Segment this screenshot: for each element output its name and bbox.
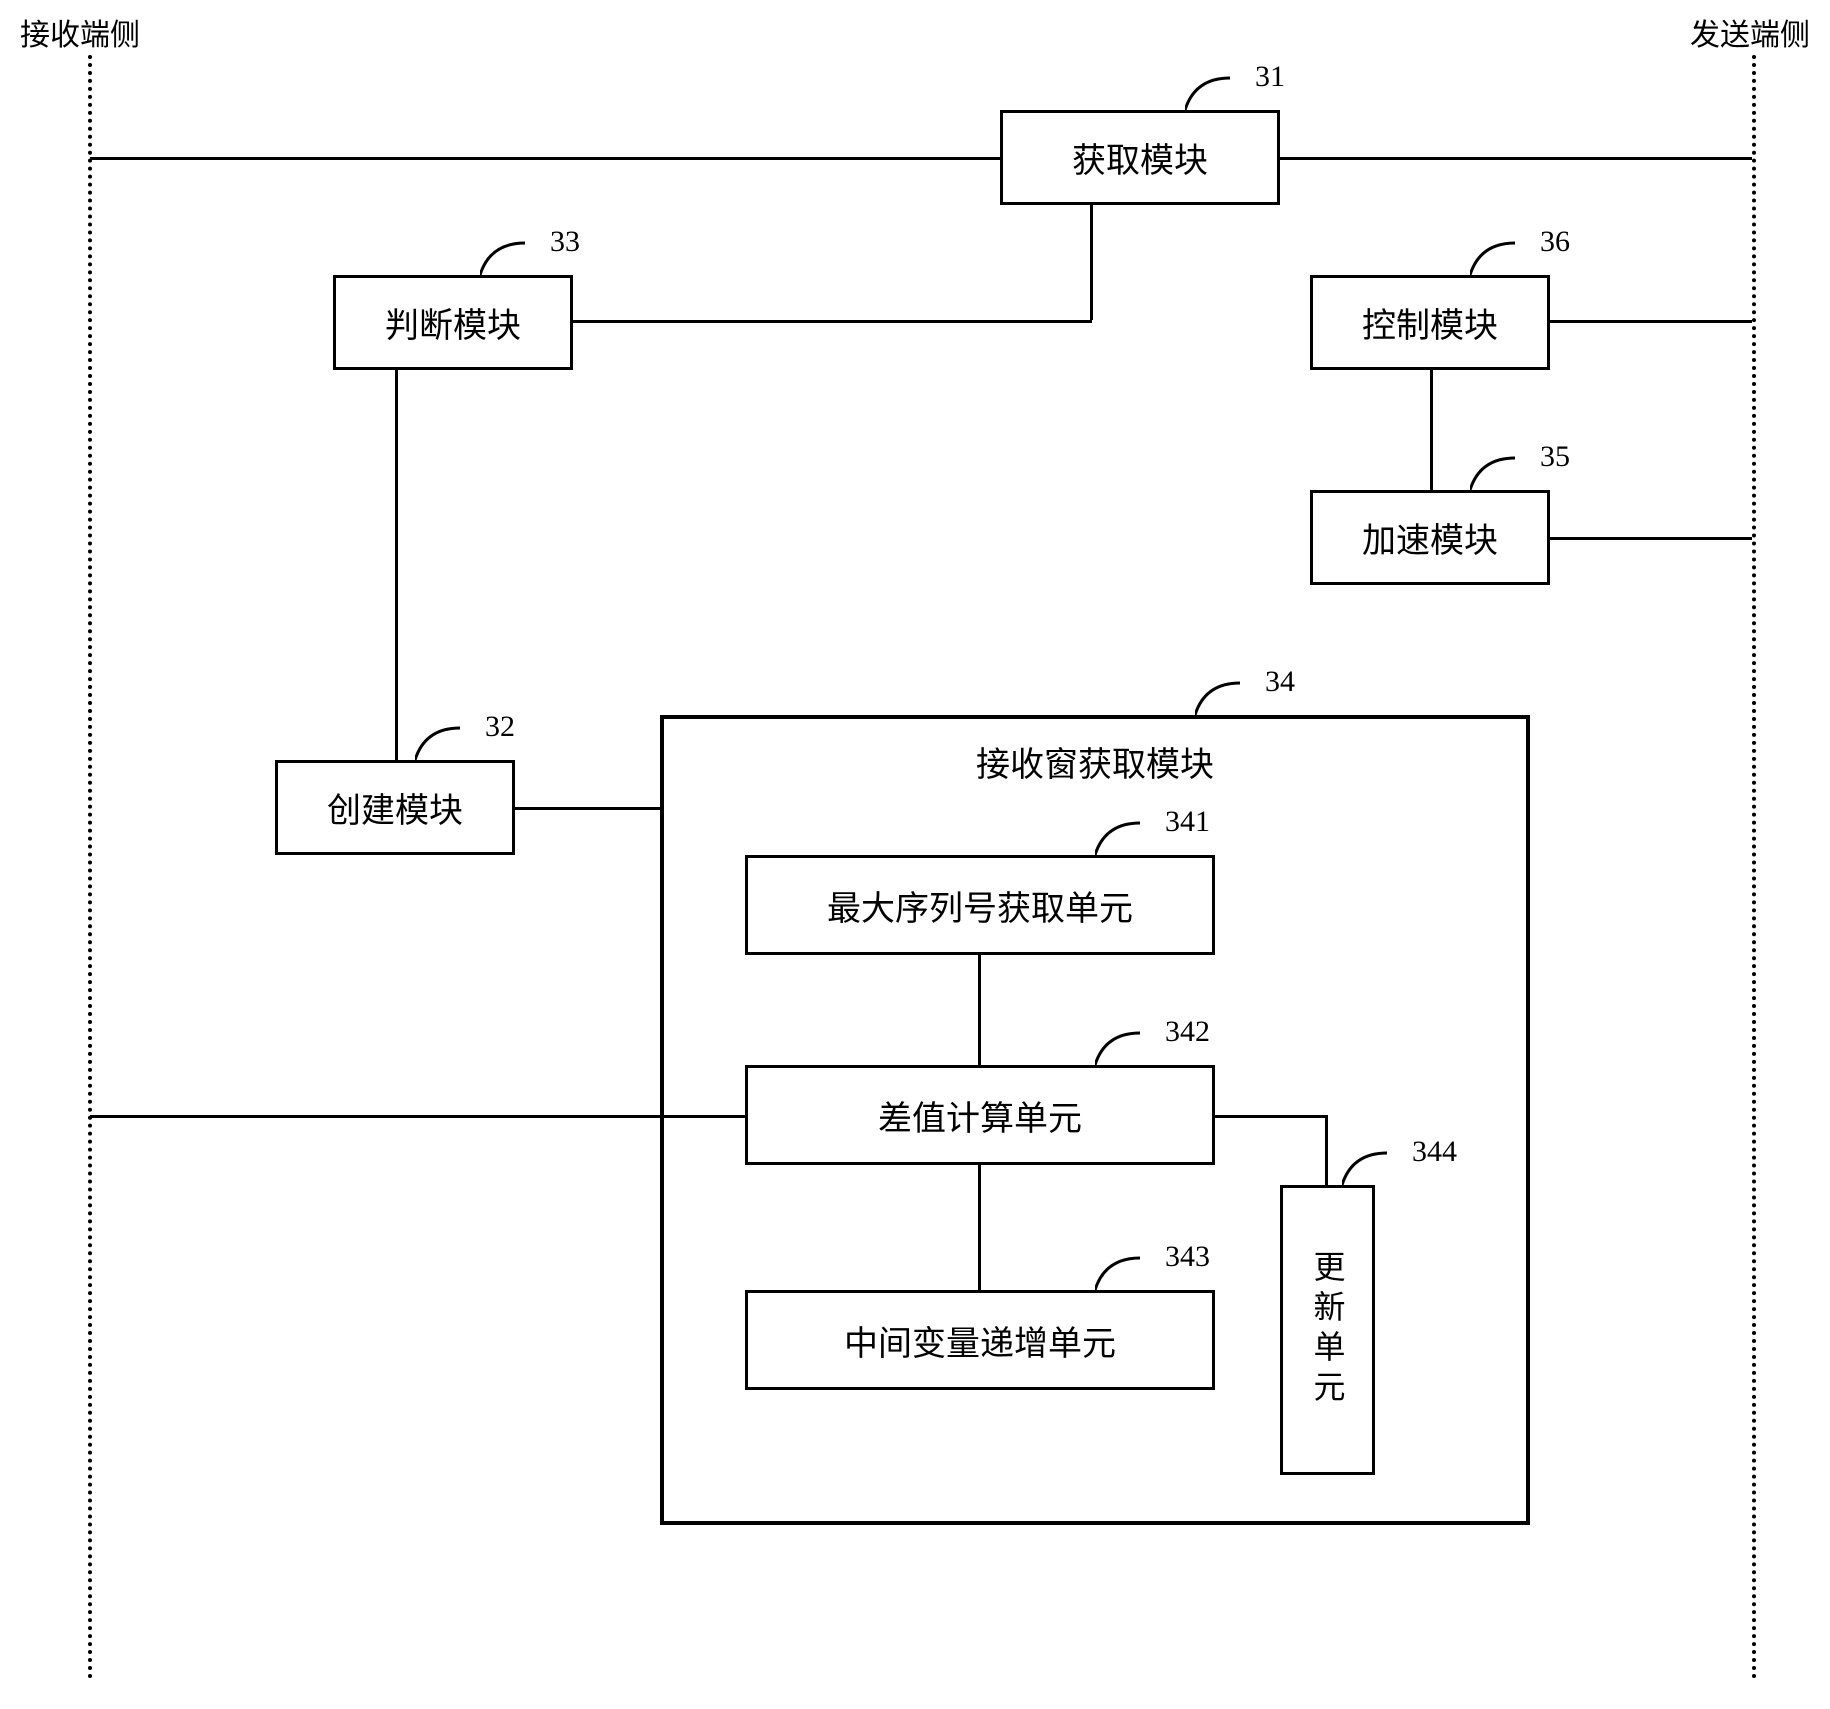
num-33: 33 <box>550 225 580 259</box>
box-35: 加速模块 <box>1310 490 1550 585</box>
box-342-text: 差值计算单元 <box>878 1091 1082 1140</box>
num-343: 343 <box>1165 1240 1210 1274</box>
line-36-right <box>1550 320 1752 323</box>
box-31: 获取模块 <box>1000 110 1280 205</box>
callout-36 <box>1470 228 1540 278</box>
box-32-text: 创建模块 <box>327 783 463 832</box>
left-side-label: 接收端侧 <box>20 10 140 54</box>
box-342: 差值计算单元 <box>745 1065 1215 1165</box>
num-35: 35 <box>1540 440 1570 474</box>
box-344: 更新单元 <box>1280 1185 1375 1475</box>
box-36-text: 控制模块 <box>1362 298 1498 347</box>
line-31-right <box>1280 157 1752 160</box>
box-36: 控制模块 <box>1310 275 1550 370</box>
num-344: 344 <box>1412 1135 1457 1169</box>
num-341: 341 <box>1165 805 1210 839</box>
line-35-right <box>1550 537 1752 540</box>
line-33-down <box>395 370 398 760</box>
box-34-title: 接收窗获取模块 <box>664 737 1526 786</box>
line-36-35 <box>1430 370 1433 490</box>
box-35-text: 加速模块 <box>1362 513 1498 562</box>
box-343: 中间变量递增单元 <box>745 1290 1215 1390</box>
line-342-344 <box>1215 1115 1325 1118</box>
line-31-down <box>1090 205 1093 320</box>
callout-33 <box>480 228 550 278</box>
callout-344 <box>1342 1138 1412 1188</box>
num-36: 36 <box>1540 225 1570 259</box>
line-341-342 <box>978 955 981 1065</box>
callout-34 <box>1195 668 1265 718</box>
callout-342 <box>1095 1018 1165 1068</box>
box-33-text: 判断模块 <box>385 298 521 347</box>
callout-35 <box>1470 443 1540 493</box>
num-342: 342 <box>1165 1015 1210 1049</box>
line-342-343 <box>978 1165 981 1290</box>
num-31: 31 <box>1255 60 1285 94</box>
callout-343 <box>1095 1243 1165 1293</box>
box-32: 创建模块 <box>275 760 515 855</box>
num-34: 34 <box>1265 665 1295 699</box>
right-dotted-line <box>1752 55 1756 1680</box>
line-32-34 <box>515 807 660 810</box>
line-31-left <box>90 157 1000 160</box>
num-32: 32 <box>485 710 515 744</box>
box-344-text: 更新单元 <box>1305 1250 1351 1410</box>
box-341: 最大序列号获取单元 <box>745 855 1215 955</box>
left-dotted-line <box>88 55 92 1680</box>
right-side-label: 发送端侧 <box>1690 10 1810 54</box>
line-33-31 <box>573 320 1092 323</box>
box-33: 判断模块 <box>333 275 573 370</box>
box-343-text: 中间变量递增单元 <box>844 1316 1116 1365</box>
callout-31 <box>1185 63 1255 113</box>
box-31-text: 获取模块 <box>1072 133 1208 182</box>
box-341-text: 最大序列号获取单元 <box>827 881 1133 930</box>
line-344-down <box>1325 1115 1328 1185</box>
line-342-left <box>90 1115 745 1118</box>
callout-341 <box>1095 808 1165 858</box>
callout-32 <box>415 713 485 763</box>
